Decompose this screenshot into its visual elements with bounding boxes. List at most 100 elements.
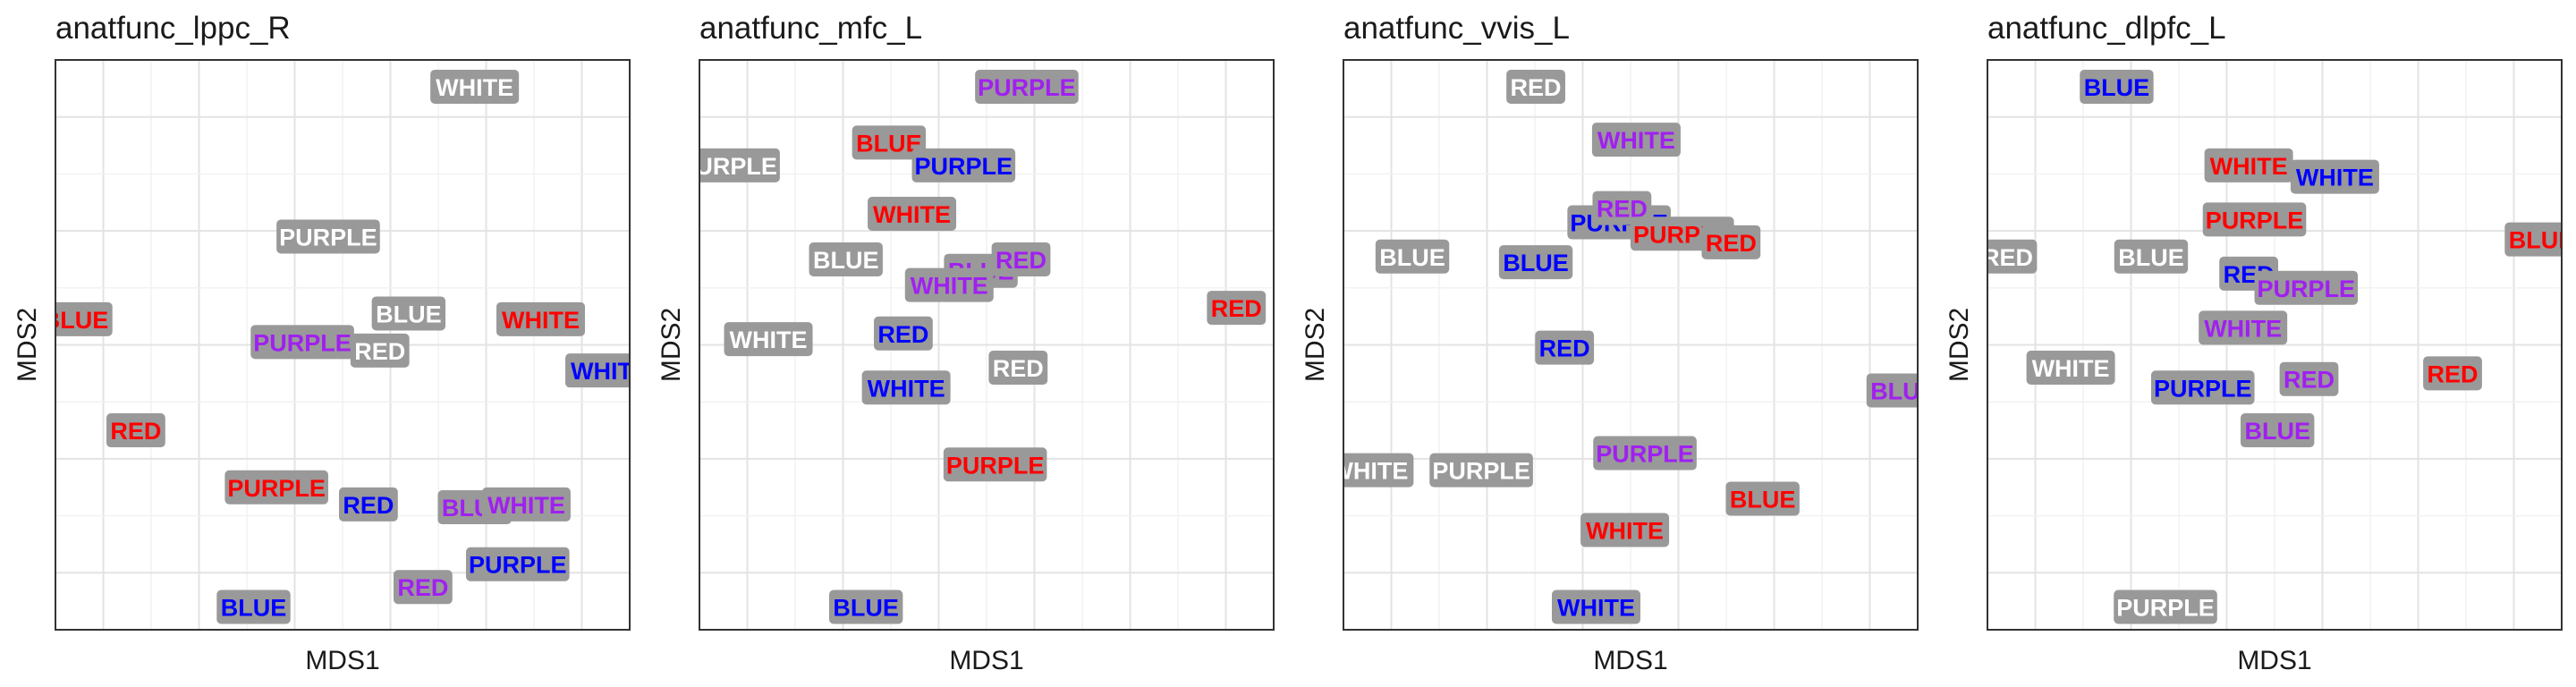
- point-label-text: BLUE: [1730, 486, 1796, 513]
- point-label-text: WHITE: [571, 358, 648, 385]
- point-label: WHITE: [496, 301, 585, 336]
- point-label-box: [565, 353, 630, 388]
- point-label-box: [225, 470, 328, 505]
- point-label-box: [1591, 123, 1681, 157]
- point-label: BLUE: [2241, 413, 2315, 448]
- point-label-text: WHITE: [487, 492, 565, 519]
- x-axis-label: MDS1: [1593, 646, 1667, 675]
- point-label-box: [393, 570, 453, 605]
- y-axis-label: MDS2: [13, 308, 42, 382]
- point-label-box: [1593, 436, 1697, 471]
- point-label: BLUE: [1498, 245, 1573, 280]
- point-label-text: RED: [2428, 360, 2479, 387]
- panel-title: anatfunc_vvis_L: [1343, 11, 1570, 46]
- point-label-box: [1551, 589, 1640, 624]
- point-label: PURPLE: [1593, 436, 1697, 471]
- panel-title: anatfunc_lppc_R: [55, 11, 291, 46]
- panel-anatfunc-lppc-r: anatfunc_lppc_R WHITE PURPLE BLUE BLUE WHITE…: [13, 11, 648, 675]
- point-label-box: [276, 219, 380, 254]
- point-label: BLUE: [809, 242, 883, 276]
- point-label: WHITE: [1580, 513, 1670, 547]
- point-label-box: [943, 447, 1047, 482]
- point-label-text: RED: [343, 492, 394, 519]
- point-label: BLUE: [828, 589, 903, 624]
- point-label-text: RED: [877, 321, 928, 348]
- point-label: RED: [991, 242, 1051, 276]
- point-label-text: BLUE: [2244, 418, 2310, 445]
- point-label-text: BLUE: [2509, 227, 2575, 254]
- point-label: RED: [2423, 356, 2482, 391]
- point-label-text: WHITE: [2210, 153, 2288, 180]
- point-label-text: PURPLE: [2258, 276, 2356, 302]
- point-label-text: BLUE: [1503, 250, 1569, 276]
- point-label-box: [2504, 222, 2562, 257]
- point-label: BLUE: [55, 301, 113, 336]
- point-label-text: BLUE: [2084, 74, 2150, 101]
- point-label-box: [481, 487, 571, 522]
- point-label: RED: [2279, 361, 2339, 396]
- point-label-box: [1592, 191, 1652, 225]
- point-label-text: RED: [993, 355, 1044, 382]
- point-label-text: WHITE: [1597, 127, 1675, 154]
- point-label-box: [2254, 270, 2359, 305]
- point-label-text: WHITE: [1557, 595, 1635, 622]
- point-label: PURPLE: [975, 69, 1079, 104]
- point-label: WHITE: [565, 353, 648, 388]
- point-label: WHITE: [1343, 453, 1414, 488]
- point-label-box: [1498, 245, 1573, 280]
- point-label-box: [496, 301, 585, 336]
- point-label-box: [338, 487, 398, 522]
- point-label: PURPLE: [250, 325, 354, 360]
- point-label: PURPLE: [911, 148, 1016, 182]
- point-label: RED: [1535, 330, 1595, 365]
- point-label-box: [1866, 373, 1918, 408]
- point-label-box: [809, 242, 883, 276]
- point-label-text: PURPLE: [2116, 595, 2215, 622]
- point-label: WHITE: [904, 267, 994, 302]
- point-label-text: PURPLE: [1596, 441, 1694, 468]
- point-label-text: PURPLE: [227, 475, 326, 502]
- panel-border: [1343, 59, 1919, 631]
- point-label-text: RED: [1511, 74, 1562, 101]
- point-label-text: WHITE: [911, 273, 988, 300]
- point-label-box: [2279, 361, 2339, 396]
- point-label-box: [904, 267, 994, 302]
- point-label-box: [699, 148, 780, 182]
- point-label-text: BLUE: [2118, 244, 2184, 271]
- point-label: PURPLE: [943, 447, 1047, 482]
- point-label: BLUE: [852, 125, 927, 160]
- point-label-text: BLUE: [376, 301, 442, 327]
- point-label-text: BLUE: [221, 595, 287, 622]
- point-label: RED: [988, 350, 1048, 385]
- point-label: BLUE: [1375, 239, 1450, 274]
- point-label-text: BLUE: [833, 595, 899, 622]
- point-label-box: [2204, 148, 2293, 182]
- point-label: RED: [874, 316, 933, 351]
- point-label-text: PURPLE: [253, 329, 352, 356]
- point-label: BLUE: [1725, 481, 1800, 516]
- point-label: RED: [1592, 191, 1652, 225]
- point-label-box: [250, 325, 354, 360]
- point-label-text: PURPLE: [2206, 207, 2304, 233]
- point-label: BLUE: [371, 296, 446, 331]
- point-label: RED: [1207, 291, 1267, 326]
- point-label: RED: [350, 333, 410, 368]
- point-label: WHITE: [2290, 159, 2379, 194]
- point-label-text: PURPLE: [679, 153, 777, 180]
- point-label: PURPLE: [276, 219, 380, 254]
- x-axis-label: MDS1: [2237, 646, 2311, 675]
- point-label: RED: [1701, 225, 1761, 259]
- point-label: WHITE: [868, 196, 957, 231]
- point-label: PURPLE: [679, 148, 780, 182]
- point-label: WHITE: [1591, 123, 1681, 157]
- panel-title: anatfunc_dlpfc_L: [1987, 11, 2226, 46]
- point-label-text: PURPLE: [915, 153, 1013, 180]
- point-label-text: RED: [397, 574, 448, 601]
- point-label: PURPLE: [1429, 453, 1533, 488]
- point-label: WHITE: [1551, 589, 1640, 624]
- point-label-box: [2423, 356, 2482, 391]
- point-label-text: WHITE: [1586, 518, 1664, 545]
- panel-border: [699, 59, 1275, 631]
- point-label: WHITE: [861, 370, 951, 405]
